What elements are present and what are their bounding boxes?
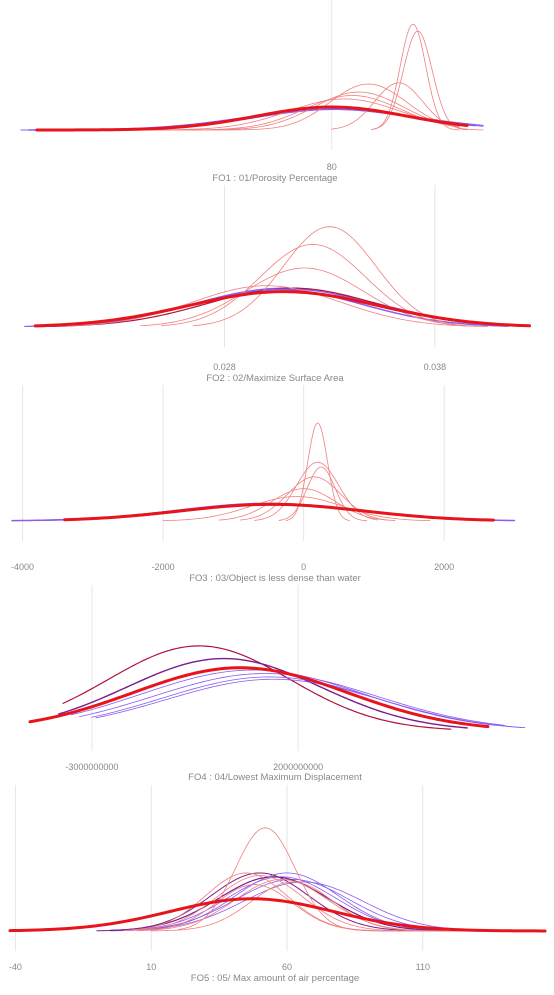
- tick-label: 110: [416, 962, 430, 972]
- density-curve: [108, 98, 460, 131]
- density-curve: [79, 673, 505, 726]
- highlight-density-curve: [8, 897, 547, 933]
- tick-label: -4000: [11, 562, 34, 572]
- tick-label: -40: [9, 962, 22, 972]
- density-curve: [137, 884, 437, 932]
- chart-title: FO4 : 04/Lowest Maximum Displacement: [188, 772, 362, 783]
- highlight-density-curve: [63, 502, 495, 522]
- chart-title: FO5 : 05/ Max amount of air percentage: [191, 973, 359, 984]
- density-curve: [285, 422, 350, 521]
- chart-title: FO1 : 01/Porosity Percentage: [212, 173, 337, 184]
- density-curve: [96, 872, 465, 932]
- density-curve: [62, 645, 452, 730]
- density-curve: [58, 657, 468, 729]
- chart-title: FO2 : 02/Maximize Surface Area: [206, 373, 344, 384]
- chart-panel-fo5: -40 10 60 110 FO5 : 05/ Max amount of air pe…: [8, 785, 547, 984]
- tick-label: 2000: [434, 562, 454, 572]
- tick-label: 0: [301, 562, 306, 572]
- tick-label: 60: [282, 962, 292, 972]
- chart-panel-fo3: -4000 -2000 0 2000 FO3 : 03/Object is less d…: [11, 385, 516, 584]
- highlight-density-curve: [28, 666, 490, 729]
- chart-panel-fo2: 0.028 0.038 FO2 : 02/Maximize Surface Area: [24, 185, 531, 384]
- tick-label: 80: [327, 162, 337, 172]
- highlight-density-curve: [35, 105, 469, 132]
- tick-label: 2000000000: [273, 762, 323, 772]
- density-curve: [192, 226, 467, 327]
- density-curve: [371, 23, 460, 131]
- tick-label: 0.038: [424, 362, 447, 372]
- density-curve: [95, 678, 526, 729]
- tick-label: 10: [146, 962, 156, 972]
- tick-label: 0.028: [213, 362, 236, 372]
- density-curve: [278, 466, 368, 522]
- density-curve: [150, 881, 464, 932]
- density-curve: [171, 83, 460, 131]
- chart-title: FO3 : 03/Object is less dense than water: [189, 573, 361, 584]
- density-curve: [140, 267, 478, 327]
- tick-label: -3000000000: [65, 762, 118, 772]
- density-curve: [66, 285, 488, 327]
- density-curve: [123, 875, 437, 932]
- tick-label: -2000: [152, 562, 175, 572]
- highlight-density-curve: [33, 290, 531, 328]
- density-curve: [162, 496, 431, 522]
